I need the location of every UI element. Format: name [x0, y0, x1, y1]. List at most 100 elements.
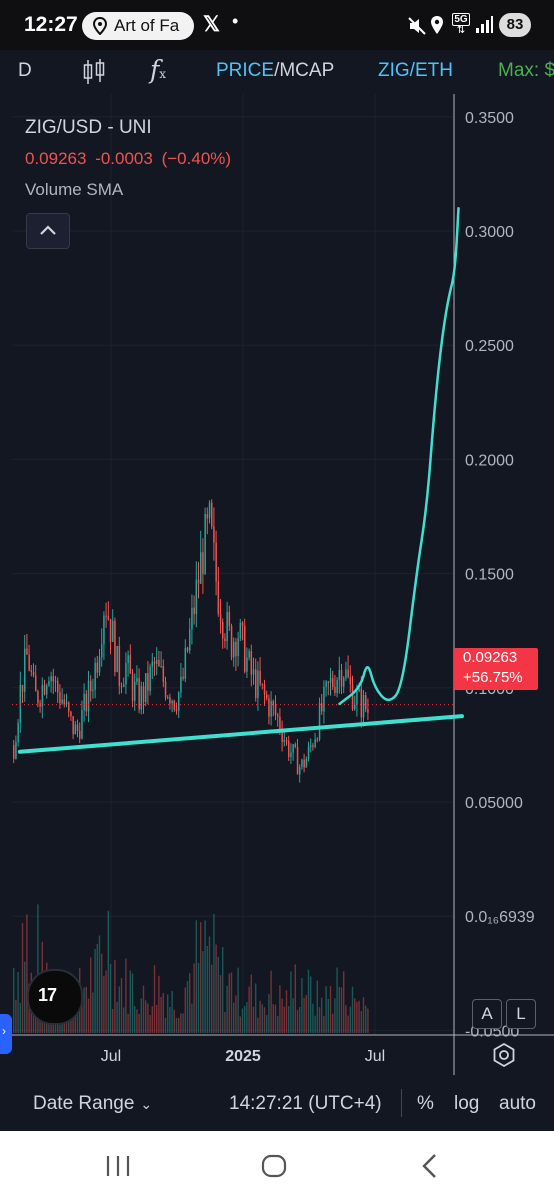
- volume-bar: [321, 997, 323, 1033]
- candle-body: [136, 678, 138, 682]
- chart-clock[interactable]: 14:27:21 (UTC+4): [229, 1093, 382, 1114]
- candle-body: [318, 703, 321, 740]
- y-tick-label: 0.05000: [465, 795, 523, 812]
- volume-bar: [114, 959, 116, 1033]
- volume-bar: [116, 1001, 118, 1033]
- candle-body: [72, 716, 74, 735]
- candle-body: [329, 678, 332, 683]
- interval-button[interactable]: D: [18, 60, 32, 81]
- max-label[interactable]: Max: $: [498, 60, 554, 81]
- volume-bar: [131, 973, 134, 1033]
- candle-body: [173, 700, 176, 710]
- volume-bar: [312, 1003, 314, 1033]
- volume-bar: [109, 963, 112, 1033]
- candle-body: [279, 716, 281, 730]
- price-mode-label: PRICE: [216, 60, 275, 81]
- candle-body: [68, 702, 70, 712]
- home-icon[interactable]: [261, 1154, 287, 1178]
- candle-body: [156, 660, 158, 664]
- price-mcap-toggle[interactable]: PRICE/MCAP: [216, 60, 334, 82]
- candle-body: [250, 651, 253, 675]
- y-tick-label: 0.3500: [465, 110, 514, 127]
- volume-bar: [164, 1017, 167, 1033]
- auto-scale-button[interactable]: A: [472, 999, 502, 1029]
- candle-body: [17, 722, 19, 743]
- x-tick-label: Jul: [365, 1048, 385, 1065]
- candle-body: [321, 703, 323, 712]
- candle-body: [325, 681, 327, 687]
- y-tick-label: 0.1500: [465, 567, 514, 584]
- candle-body: [202, 552, 204, 574]
- location-pin-icon: [92, 17, 108, 35]
- mode-separator: /: [274, 60, 280, 81]
- candle-body: [314, 739, 316, 747]
- volume-bar: [305, 995, 307, 1033]
- candle-body: [274, 705, 277, 716]
- candle-body: [79, 730, 81, 739]
- candle-body: [191, 607, 193, 630]
- notification-pill[interactable]: Art of Fa: [82, 12, 194, 40]
- candle-body: [114, 620, 116, 673]
- candle-body: [43, 684, 46, 695]
- volume-bar: [303, 997, 305, 1033]
- quote-price: 0.09263: [25, 149, 87, 168]
- last-price-tag: 0.09263 +56.75%: [454, 648, 538, 690]
- candle-body: [164, 681, 167, 698]
- back-icon[interactable]: [420, 1153, 440, 1179]
- volume-bar: [263, 1007, 266, 1033]
- candle-body: [197, 579, 200, 584]
- volume-bar: [134, 1006, 136, 1033]
- volume-bar: [127, 1013, 129, 1033]
- candle-body: [334, 686, 336, 693]
- volume-bar: [156, 1004, 158, 1033]
- function-icon[interactable]: fx: [150, 55, 167, 84]
- tradingview-logo-text: 17: [38, 985, 57, 1005]
- candle-body: [134, 681, 136, 701]
- percent-scale-button[interactable]: %: [417, 1093, 434, 1114]
- price-chart[interactable]: 0.35000.30000.25000.20000.15000.10000.05…: [0, 94, 554, 1075]
- volume-bar: [252, 1006, 255, 1033]
- candle-body: [28, 654, 30, 671]
- candle-body: [15, 742, 17, 759]
- volume-bar: [277, 1015, 279, 1033]
- volume-bar: [92, 992, 94, 1033]
- log-scale-button[interactable]: L: [506, 999, 536, 1029]
- candle-body: [41, 684, 44, 707]
- candle-body: [50, 676, 52, 682]
- candle-body: [296, 747, 299, 775]
- candle-body: [246, 657, 248, 672]
- auto-scale-toggle[interactable]: auto: [499, 1093, 536, 1114]
- date-range-button[interactable]: Date Range ⌄: [33, 1093, 152, 1115]
- candle-body: [162, 666, 165, 682]
- candle-body: [175, 709, 178, 711]
- settings-icon[interactable]: [491, 1042, 517, 1068]
- side-panel-handle[interactable]: ›: [0, 1014, 12, 1054]
- log-scale-toggle[interactable]: log: [454, 1093, 480, 1114]
- candle-body: [367, 709, 369, 713]
- candle-body: [259, 670, 261, 684]
- recents-icon[interactable]: [104, 1154, 132, 1178]
- tradingview-logo[interactable]: 17: [27, 969, 83, 1025]
- legend-collapse-button[interactable]: [26, 213, 70, 249]
- candle-body: [351, 684, 354, 710]
- candle-body: [263, 684, 266, 695]
- candle-body: [145, 673, 147, 702]
- candle-body: [138, 678, 140, 710]
- volume-bar: [21, 922, 24, 1033]
- status-time: 12:27: [24, 13, 78, 36]
- candlestick-icon[interactable]: [82, 58, 106, 86]
- volume-bar: [193, 963, 195, 1033]
- quote-change: -0.0003: [95, 149, 153, 168]
- volume-bar: [239, 1016, 241, 1033]
- volume-bar: [325, 986, 327, 1033]
- candle-body: [90, 680, 92, 691]
- pair-switch-button[interactable]: ZIG/ETH: [378, 60, 453, 81]
- candle-body: [167, 697, 169, 699]
- candle-body: [310, 745, 312, 747]
- candle-body: [13, 744, 15, 759]
- volume-bar: [343, 971, 345, 1033]
- candle-body: [186, 647, 189, 651]
- candle-body: [123, 684, 125, 687]
- volume-bar: [149, 1014, 151, 1033]
- candle-body: [347, 669, 349, 678]
